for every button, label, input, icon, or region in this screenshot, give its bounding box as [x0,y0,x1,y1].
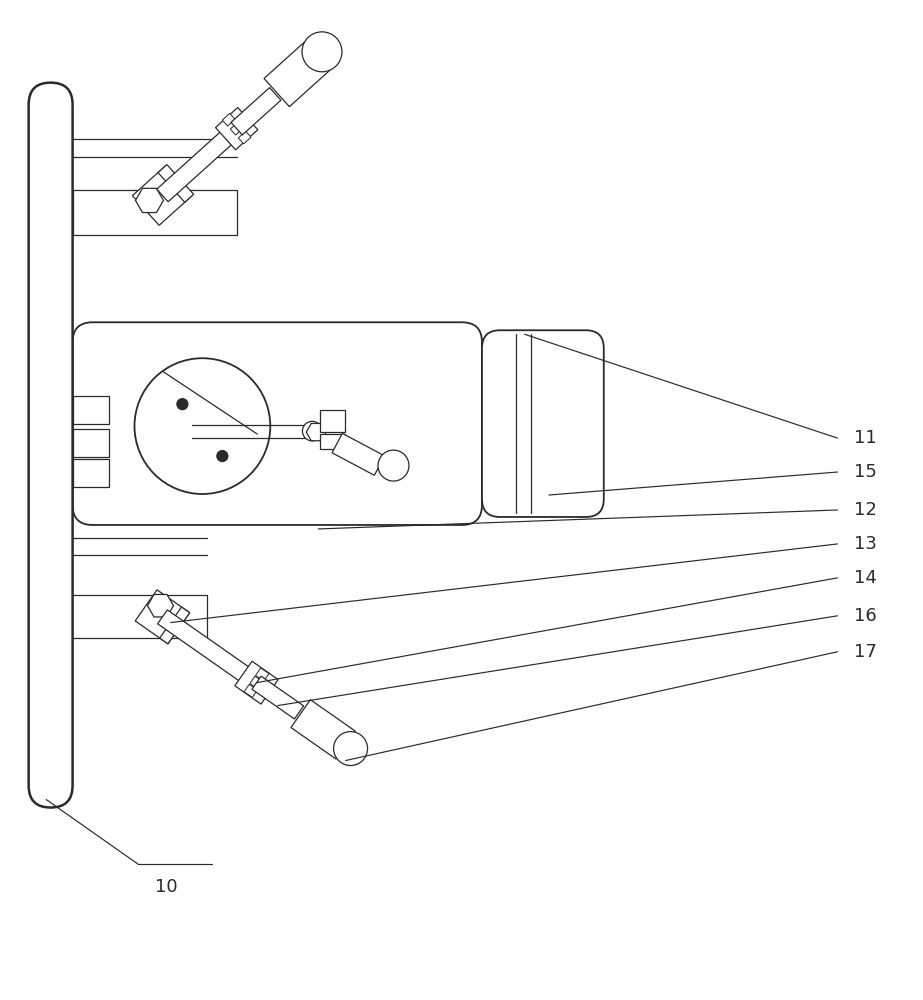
Polygon shape [234,661,278,704]
Polygon shape [306,423,326,441]
Polygon shape [332,433,385,475]
Polygon shape [73,459,109,487]
Polygon shape [252,676,304,719]
Polygon shape [264,42,330,107]
Polygon shape [319,410,344,432]
Bar [73,190,237,235]
FancyBboxPatch shape [73,322,482,525]
Circle shape [177,399,188,410]
FancyBboxPatch shape [482,330,604,517]
Polygon shape [148,594,174,617]
Polygon shape [244,684,258,697]
Polygon shape [132,166,193,225]
Polygon shape [230,122,243,135]
Polygon shape [160,607,190,644]
Polygon shape [158,165,194,202]
Text: 10: 10 [155,878,178,896]
Polygon shape [256,668,269,681]
Circle shape [217,451,228,462]
Text: 14: 14 [855,569,877,587]
Circle shape [303,421,322,441]
Text: 11: 11 [855,429,877,447]
Polygon shape [238,131,251,144]
Polygon shape [73,429,109,457]
Text: 12: 12 [855,501,877,519]
Polygon shape [215,107,258,150]
Polygon shape [157,122,243,202]
Polygon shape [222,113,235,126]
Circle shape [302,32,342,72]
Text: 15: 15 [855,463,877,481]
Polygon shape [135,590,190,644]
Polygon shape [158,610,261,690]
Polygon shape [319,434,344,449]
Circle shape [333,732,367,766]
Polygon shape [136,188,163,213]
Text: 13: 13 [855,535,877,553]
Polygon shape [73,396,109,424]
Circle shape [378,450,409,481]
Polygon shape [250,676,263,689]
Polygon shape [231,88,281,135]
Text: 17: 17 [855,643,877,661]
Text: 16: 16 [855,607,877,625]
FancyBboxPatch shape [29,83,73,808]
Circle shape [135,358,270,494]
Polygon shape [291,700,355,759]
